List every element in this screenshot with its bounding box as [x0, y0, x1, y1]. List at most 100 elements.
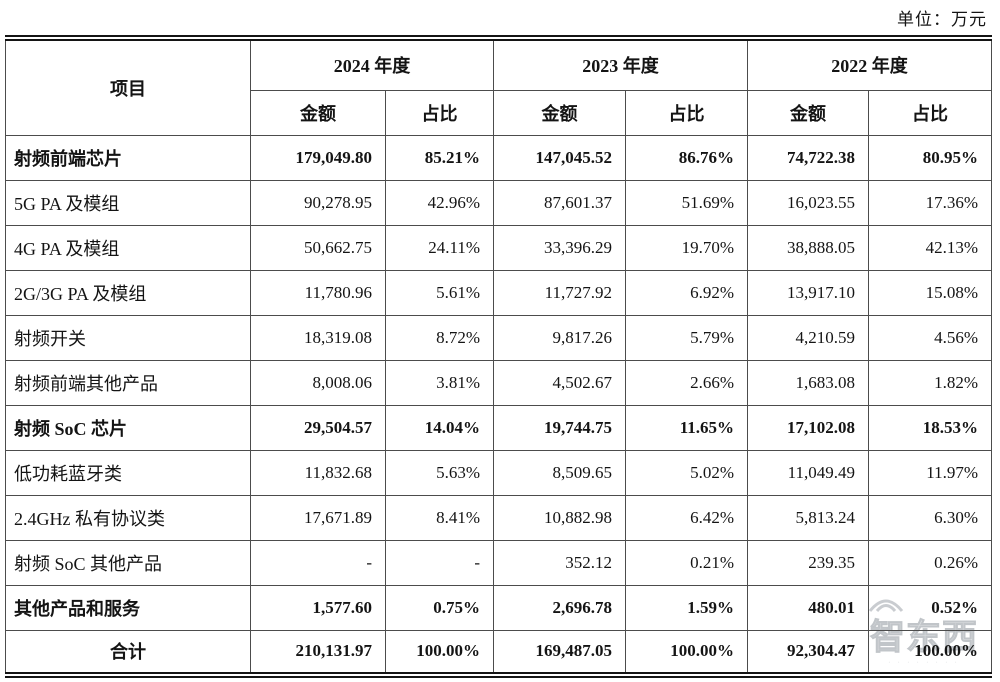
row-label: 5G PA 及模组 [5, 179, 251, 226]
amount-cell: 147,045.52 [493, 134, 626, 181]
amount-cell: - [250, 539, 386, 586]
row-label: 射频前端芯片 [5, 134, 251, 181]
amount-cell: 92,304.47 [747, 629, 869, 676]
amount-cell: 4,502.67 [493, 359, 626, 406]
ratio-cell: 8.41% [385, 494, 494, 541]
ratio-cell: 5.02% [625, 449, 748, 496]
header-year-2023: 2023 年度 [493, 37, 748, 91]
ratio-cell: 14.04% [385, 404, 494, 451]
ratio-cell: 4.56% [868, 314, 992, 361]
amount-cell: 4,210.59 [747, 314, 869, 361]
amount-cell: 179,049.80 [250, 134, 386, 181]
amount-cell: 11,780.96 [250, 269, 386, 316]
table-row: 2G/3G PA 及模组 11,780.96 5.61% 11,727.92 6… [5, 269, 992, 316]
ratio-cell: 80.95% [868, 134, 992, 181]
revenue-breakdown-table: 项目 2024 年度 2023 年度 2022 年度 金额 占比 金额 占比 金… [5, 35, 992, 678]
row-label: 射频开关 [5, 314, 251, 361]
ratio-cell: 0.26% [868, 539, 992, 586]
amount-cell: 169,487.05 [493, 629, 626, 676]
table-row: 射频前端其他产品 8,008.06 3.81% 4,502.67 2.66% 1… [5, 359, 992, 406]
amount-cell: 239.35 [747, 539, 869, 586]
ratio-cell: 1.59% [625, 584, 748, 631]
amount-cell: 5,813.24 [747, 494, 869, 541]
row-label: 其他产品和服务 [5, 584, 251, 631]
amount-cell: 29,504.57 [250, 404, 386, 451]
header-item: 项目 [5, 37, 251, 136]
ratio-cell: 42.13% [868, 224, 992, 271]
ratio-cell: 24.11% [385, 224, 494, 271]
ratio-cell: 18.53% [868, 404, 992, 451]
row-label: 低功耗蓝牙类 [5, 449, 251, 496]
ratio-cell: 8.72% [385, 314, 494, 361]
ratio-cell: 100.00% [385, 629, 494, 676]
ratio-cell: 17.36% [868, 179, 992, 226]
table-row: 射频 SoC 其他产品 - - 352.12 0.21% 239.35 0.26… [5, 539, 992, 586]
amount-cell: 18,319.08 [250, 314, 386, 361]
row-label: 射频前端其他产品 [5, 359, 251, 406]
amount-cell: 16,023.55 [747, 179, 869, 226]
ratio-cell: 6.42% [625, 494, 748, 541]
ratio-cell: 19.70% [625, 224, 748, 271]
row-label: 射频 SoC 芯片 [5, 404, 251, 451]
header-ratio-2024: 占比 [385, 89, 494, 136]
amount-cell: 11,049.49 [747, 449, 869, 496]
ratio-cell: 0.21% [625, 539, 748, 586]
amount-cell: 1,683.08 [747, 359, 869, 406]
amount-cell: 1,577.60 [250, 584, 386, 631]
amount-cell: 17,102.08 [747, 404, 869, 451]
header-year-2022: 2022 年度 [747, 37, 992, 91]
header-year-row: 项目 2024 年度 2023 年度 2022 年度 [5, 37, 992, 136]
header-ratio-2023: 占比 [625, 89, 748, 136]
table-row: 射频 SoC 芯片 29,504.57 14.04% 19,744.75 11.… [5, 404, 992, 451]
amount-cell: 10,882.98 [493, 494, 626, 541]
amount-cell: 210,131.97 [250, 629, 386, 676]
header-sub-row: 金额 占比 金额 占比 金额 占比 [6, 89, 992, 136]
amount-cell: 2,696.78 [493, 584, 626, 631]
table-row: 低功耗蓝牙类 11,832.68 5.63% 8,509.65 5.02% 11… [5, 449, 992, 496]
ratio-cell: 5.63% [385, 449, 494, 496]
row-label: 合计 [5, 629, 251, 676]
ratio-cell: 3.81% [385, 359, 494, 406]
row-label: 4G PA 及模组 [5, 224, 251, 271]
header-ratio-2022: 占比 [868, 89, 992, 136]
table-row: 4G PA 及模组 50,662.75 24.11% 33,396.29 19.… [5, 224, 992, 271]
ratio-cell: 0.75% [385, 584, 494, 631]
ratio-cell: 15.08% [868, 269, 992, 316]
ratio-cell: 85.21% [385, 134, 494, 181]
amount-cell: 33,396.29 [493, 224, 626, 271]
ratio-cell: 0.52% [868, 584, 992, 631]
amount-cell: 87,601.37 [493, 179, 626, 226]
table-row: 5G PA 及模组 90,278.95 42.96% 87,601.37 51.… [5, 179, 992, 226]
ratio-cell: 100.00% [625, 629, 748, 676]
amount-cell: 9,817.26 [493, 314, 626, 361]
header-amount-2023: 金额 [493, 89, 626, 136]
ratio-cell: 2.66% [625, 359, 748, 406]
amount-cell: 19,744.75 [493, 404, 626, 451]
ratio-cell: 86.76% [625, 134, 748, 181]
header-amount-2022: 金额 [747, 89, 869, 136]
header-year-2024: 2024 年度 [250, 37, 494, 91]
ratio-cell: 6.92% [625, 269, 748, 316]
table-row: 其他产品和服务 1,577.60 0.75% 2,696.78 1.59% 48… [5, 584, 992, 631]
ratio-cell: 100.00% [868, 629, 992, 676]
ratio-cell: - [385, 539, 494, 586]
amount-cell: 74,722.38 [747, 134, 869, 181]
amount-cell: 480.01 [747, 584, 869, 631]
amount-cell: 8,008.06 [250, 359, 386, 406]
table-row: 射频开关 18,319.08 8.72% 9,817.26 5.79% 4,21… [5, 314, 992, 361]
amount-cell: 90,278.95 [250, 179, 386, 226]
table-row: 2.4GHz 私有协议类 17,671.89 8.41% 10,882.98 6… [5, 494, 992, 541]
ratio-cell: 42.96% [385, 179, 494, 226]
amount-cell: 11,727.92 [493, 269, 626, 316]
table-row: 射频前端芯片 179,049.80 85.21% 147,045.52 86.7… [5, 134, 992, 181]
amount-cell: 11,832.68 [250, 449, 386, 496]
row-label: 2G/3G PA 及模组 [5, 269, 251, 316]
row-label: 2.4GHz 私有协议类 [5, 494, 251, 541]
ratio-cell: 5.61% [385, 269, 494, 316]
amount-cell: 8,509.65 [493, 449, 626, 496]
amount-cell: 352.12 [493, 539, 626, 586]
ratio-cell: 11.97% [868, 449, 992, 496]
ratio-cell: 6.30% [868, 494, 992, 541]
header-amount-2024: 金额 [250, 89, 386, 136]
ratio-cell: 51.69% [625, 179, 748, 226]
